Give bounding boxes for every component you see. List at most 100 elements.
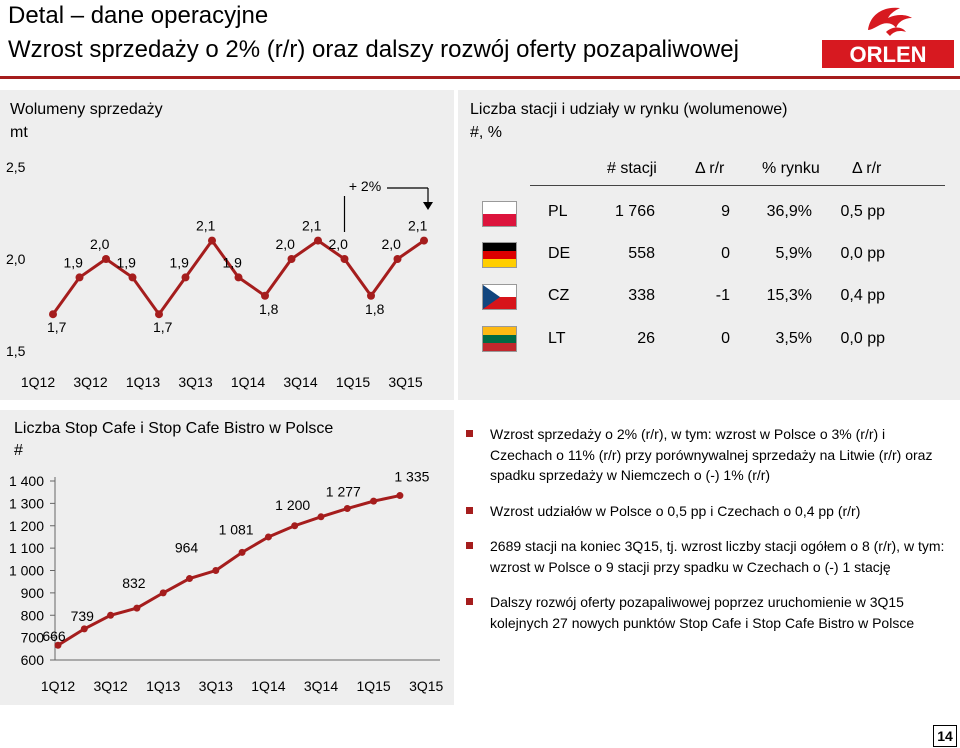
country-code: DE <box>548 245 571 262</box>
growth-annotation: + 2% <box>349 178 381 194</box>
volume-value-label: 1,8 <box>259 301 279 317</box>
x-tick-label: 1Q14 <box>231 374 265 390</box>
table-cell-share: 3,5% <box>775 330 812 347</box>
table-cell-stations: 338 <box>628 287 655 304</box>
x-tick-label: 1Q15 <box>336 374 370 390</box>
y-tick-label: 1 300 <box>9 495 44 511</box>
cafe-value-label: 1 081 <box>219 521 254 537</box>
cafe-point <box>291 522 299 530</box>
x-tick-label: 3Q15 <box>409 678 443 694</box>
stations-title: Liczba stacji i udziały w rynku (wolumen… <box>470 101 788 118</box>
volumes-chart: 1,5 2,0 2,5 1,7 1,9 2,0 1,9 1,7 1,9 2,1 1,9 1,8 2,0 2… <box>6 159 433 390</box>
volume-point <box>102 255 110 263</box>
table-cell-delta-share: 0,0 pp <box>840 330 885 347</box>
volume-point <box>155 310 163 319</box>
poland-flag-icon <box>483 202 516 226</box>
table-cell-stations: 1 766 <box>614 203 655 220</box>
y-tick-label: 1 200 <box>9 518 44 534</box>
country-code: PL <box>548 203 568 220</box>
stations-panel <box>458 90 960 400</box>
cafe-point <box>238 548 246 556</box>
volume-point <box>420 236 428 245</box>
volume-point <box>393 255 402 263</box>
x-tick-label: 3Q14 <box>304 678 338 694</box>
volume-value-label: 1,9 <box>223 254 243 270</box>
table-cell-delta-stations: -1 <box>715 287 730 304</box>
cafe-point <box>107 611 115 619</box>
cafe-unit: # <box>14 442 23 459</box>
volume-point <box>208 236 216 245</box>
cafe-value-label: 1 200 <box>275 497 310 513</box>
country-code: CZ <box>548 287 570 304</box>
stations-unit: #, % <box>470 124 503 141</box>
volume-value-label: 2,0 <box>90 236 110 252</box>
germany-flag-icon <box>483 243 516 267</box>
czech-flag-icon <box>483 285 516 309</box>
volumes-panel <box>0 90 454 400</box>
orlen-logo: ORLEN <box>822 7 954 68</box>
header-share: % rynku <box>762 160 820 177</box>
header-rule <box>0 76 960 79</box>
bullet-square-icon <box>466 506 473 514</box>
bullet-square-icon <box>466 430 473 437</box>
x-tick-label: 3Q12 <box>93 678 127 694</box>
table-cell-delta-stations: 0 <box>721 330 730 347</box>
country-code: LT <box>548 330 566 347</box>
bullet-text: Dalszy rozwój oferty pozapaliwowej poprz… <box>490 594 915 631</box>
bracket-arrow-icon <box>423 202 433 210</box>
cafe-value-label: 1 277 <box>326 484 361 500</box>
cafe-point <box>317 513 325 521</box>
volume-value-label: 1,7 <box>47 319 67 335</box>
annotation-bg <box>343 176 387 196</box>
volume-value-label: 2,1 <box>196 218 216 234</box>
header-stations: # stacji <box>607 160 657 177</box>
volume-value-label: 1,9 <box>170 254 190 270</box>
cafe-point <box>264 533 272 541</box>
volume-point <box>181 273 190 282</box>
table-cell-delta-share: 0,0 pp <box>840 245 885 262</box>
header-delta-share: Δ r/r <box>852 160 882 177</box>
cafe-value-label: 964 <box>175 540 199 556</box>
logo-text: ORLEN <box>850 42 927 67</box>
cafe-point <box>159 589 167 597</box>
cafe-point <box>54 641 62 649</box>
cafe-line <box>57 494 401 647</box>
y-tick-label: 1 400 <box>9 473 44 489</box>
x-tick-label: 1Q13 <box>146 678 180 694</box>
x-tick-label: 3Q13 <box>178 374 212 390</box>
volume-value-label: 2,0 <box>382 236 402 252</box>
volume-value-label: 1,9 <box>64 254 84 270</box>
x-tick-label: 3Q12 <box>73 374 107 390</box>
volume-point <box>340 255 349 263</box>
cafe-point <box>343 505 351 513</box>
y-tick-label: 600 <box>21 652 45 668</box>
table-cell-delta-share: 0,5 pp <box>840 203 885 220</box>
cafe-value-label: 1 335 <box>394 469 429 485</box>
orlen-eagle-icon <box>868 7 912 36</box>
cafe-value-label: 832 <box>122 575 146 591</box>
header-delta-stations: Δ r/r <box>695 160 725 177</box>
volume-value-label: 2,0 <box>329 236 349 252</box>
cafe-chart: 600 700 800 900 1 000 1 100 1 200 1 300 1 400 666… <box>9 469 444 694</box>
volumes-title: Wolumeny sprzedaży <box>10 101 163 118</box>
page-number: 14 <box>933 725 957 747</box>
table-cell-delta-share: 0,4 pp <box>840 287 885 304</box>
table-cell-share: 15,3% <box>766 287 812 304</box>
bullet-square-icon <box>466 598 473 605</box>
lithuania-flag-icon <box>483 327 516 351</box>
table-cell-delta-stations: 0 <box>721 245 730 262</box>
volumes-unit: mt <box>10 124 28 141</box>
y-tick-label: 800 <box>21 607 45 623</box>
volume-value-label: 2,1 <box>302 218 322 234</box>
volume-value-label: 2,1 <box>408 218 428 234</box>
y-tick-label: 2,5 <box>6 159 26 175</box>
bullet-item: Wzrost udziałów w Polsce o 0,5 pp i Czec… <box>466 501 946 522</box>
cafe-point <box>396 492 404 500</box>
y-tick-label: 2,0 <box>6 251 26 267</box>
table-cell-delta-stations: 9 <box>721 203 730 220</box>
volume-point <box>49 310 57 319</box>
bullet-item: Wzrost sprzedaży o 2% (r/r), w tym: wzro… <box>466 424 946 486</box>
x-tick-label: 3Q13 <box>199 678 233 694</box>
x-tick-label: 3Q15 <box>388 374 422 390</box>
volume-value-label: 2,0 <box>276 236 296 252</box>
